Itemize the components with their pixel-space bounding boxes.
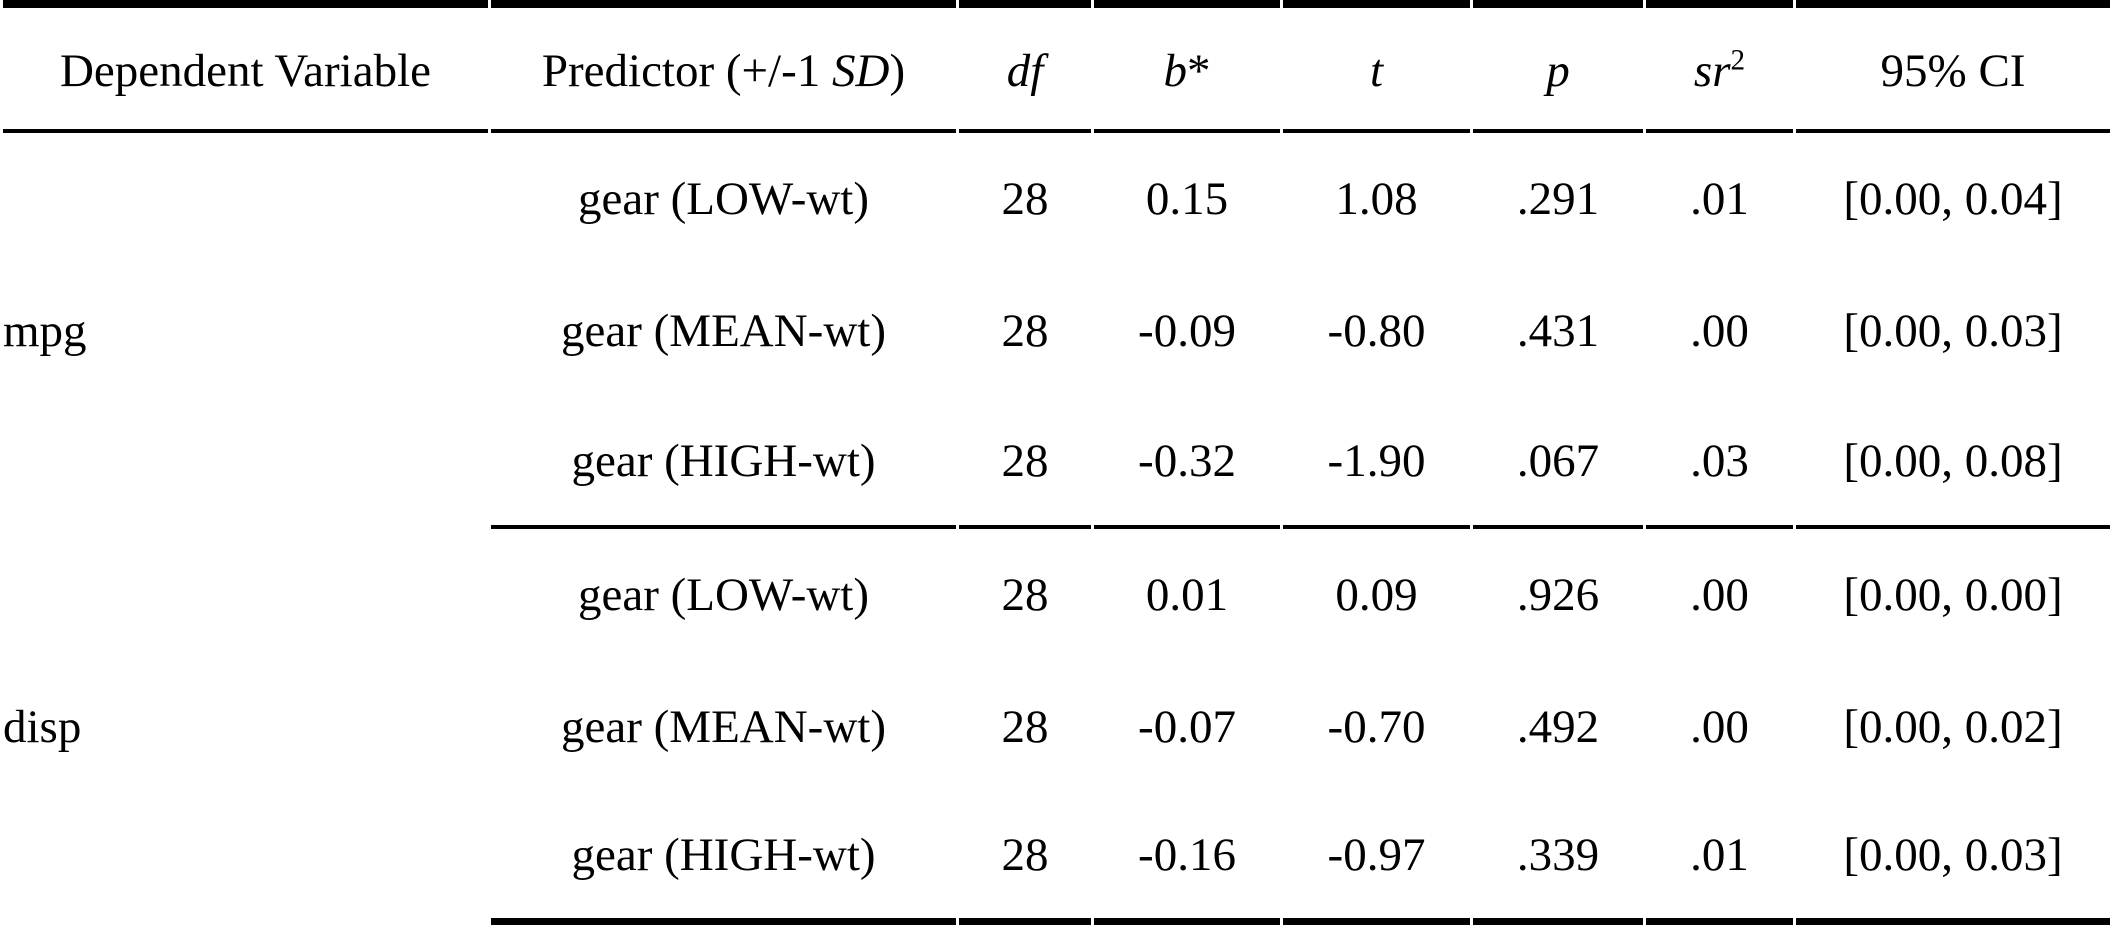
t-cell: 0.09 <box>1335 568 1418 621</box>
p-cell: .926 <box>1516 568 1600 621</box>
df-cell: 28 <box>1001 172 1049 225</box>
df-cell: 28 <box>1001 304 1049 357</box>
df-cell: 28 <box>1001 700 1049 753</box>
ci-cell: [0.00, 0.08] <box>1796 397 2110 529</box>
table-row-disp-low: disp gear (LOW-wt) 28 0.01 0.09 .926 .00… <box>3 529 2110 750</box>
header-dependent-variable: Dependent Variable <box>3 0 488 133</box>
header-df-label: df <box>1006 45 1044 97</box>
dv-cell-disp: disp <box>3 700 82 753</box>
b-cell: -0.07 <box>1138 700 1236 753</box>
table-header-row: Dependent Variable Predictor (+/-1 SD) d… <box>3 0 2110 133</box>
b-cell: -0.32 <box>1094 397 1280 529</box>
table-row-mpg-high: gear (HIGH-wt) 28 -0.32 -1.90 .067 .03 [… <box>3 397 2110 529</box>
sr2-cell: .00 <box>1690 304 1749 357</box>
dv-cell-mpg: mpg <box>3 304 87 357</box>
b-cell: -0.16 <box>1094 793 1280 925</box>
p-cell: .339 <box>1473 793 1643 925</box>
p-cell: .492 <box>1516 700 1600 753</box>
ci-cell: [0.00, 0.03] <box>1843 304 2063 357</box>
p-cell: .291 <box>1516 172 1600 225</box>
b-cell: 0.15 <box>1145 172 1229 225</box>
header-predictor-sd: SD <box>832 45 890 97</box>
predictor-cell: gear (HIGH-wt) <box>491 397 956 529</box>
b-cell: 0.01 <box>1145 568 1229 621</box>
sr2-cell: .00 <box>1690 700 1749 753</box>
ci-cell: [0.00, 0.02] <box>1843 700 2063 753</box>
df-cell: 28 <box>959 793 1091 925</box>
ci-cell: [0.00, 0.04] <box>1843 172 2063 225</box>
df-cell: 28 <box>1001 568 1049 621</box>
table-row-disp-high: gear (HIGH-wt) 28 -0.16 -0.97 .339 .01 [… <box>3 793 2110 925</box>
header-b-star: b* <box>1094 0 1280 133</box>
header-predictor-prefix: Predictor (+/-1 <box>541 45 833 97</box>
header-b-base: b <box>1163 45 1188 97</box>
t-cell: -0.97 <box>1283 793 1470 925</box>
ci-cell: [0.00, 0.03] <box>1796 793 2110 925</box>
predictor-cell: gear (HIGH-wt) <box>491 793 956 925</box>
header-df: df <box>959 0 1091 133</box>
header-ci: 95% CI <box>1796 0 2110 133</box>
predictor-cell: gear (LOW-wt) <box>578 172 869 225</box>
header-p-label: p <box>1546 45 1570 97</box>
t-cell: 1.08 <box>1335 172 1418 225</box>
header-ci-label: 95% CI <box>1880 45 2026 97</box>
header-t: t <box>1283 0 1470 133</box>
header-sr-squared: sr2 <box>1646 0 1793 133</box>
table-row-mpg-mean: gear (MEAN-wt) 28 -0.09 -0.80 .431 .00 [… <box>3 265 2110 397</box>
sr2-cell: .01 <box>1690 172 1749 225</box>
t-cell: -0.80 <box>1327 304 1426 357</box>
p-cell: .431 <box>1516 304 1600 357</box>
table-row-mpg-low: mpg gear (LOW-wt) 28 0.15 1.08 .291 .01 … <box>3 133 2110 354</box>
header-p: p <box>1473 0 1643 133</box>
predictor-cell: gear (MEAN-wt) <box>561 700 886 753</box>
header-dependent-variable-label: Dependent Variable <box>59 45 432 97</box>
sr2-cell: .01 <box>1646 793 1793 925</box>
predictor-cell: gear (MEAN-wt) <box>561 304 886 357</box>
p-cell: .067 <box>1473 397 1643 529</box>
sr2-cell: .00 <box>1690 568 1749 621</box>
df-cell: 28 <box>959 397 1091 529</box>
t-cell: -1.90 <box>1283 397 1470 529</box>
header-b-asterisk: * <box>1187 45 1211 97</box>
t-cell: -0.70 <box>1327 700 1426 753</box>
header-predictor: Predictor (+/-1 SD) <box>491 0 956 133</box>
b-cell: -0.09 <box>1138 304 1236 357</box>
header-sr-superscript: 2 <box>1730 44 1746 77</box>
sr2-cell: .03 <box>1646 397 1793 529</box>
table-row-disp-mean: gear (MEAN-wt) 28 -0.07 -0.70 .492 .00 [… <box>3 661 2110 793</box>
ci-cell: [0.00, 0.00] <box>1843 568 2063 621</box>
header-sr-base: sr <box>1693 45 1731 97</box>
header-t-label: t <box>1369 45 1384 97</box>
header-predictor-suffix: ) <box>889 45 906 97</box>
predictor-cell: gear (LOW-wt) <box>578 568 869 621</box>
